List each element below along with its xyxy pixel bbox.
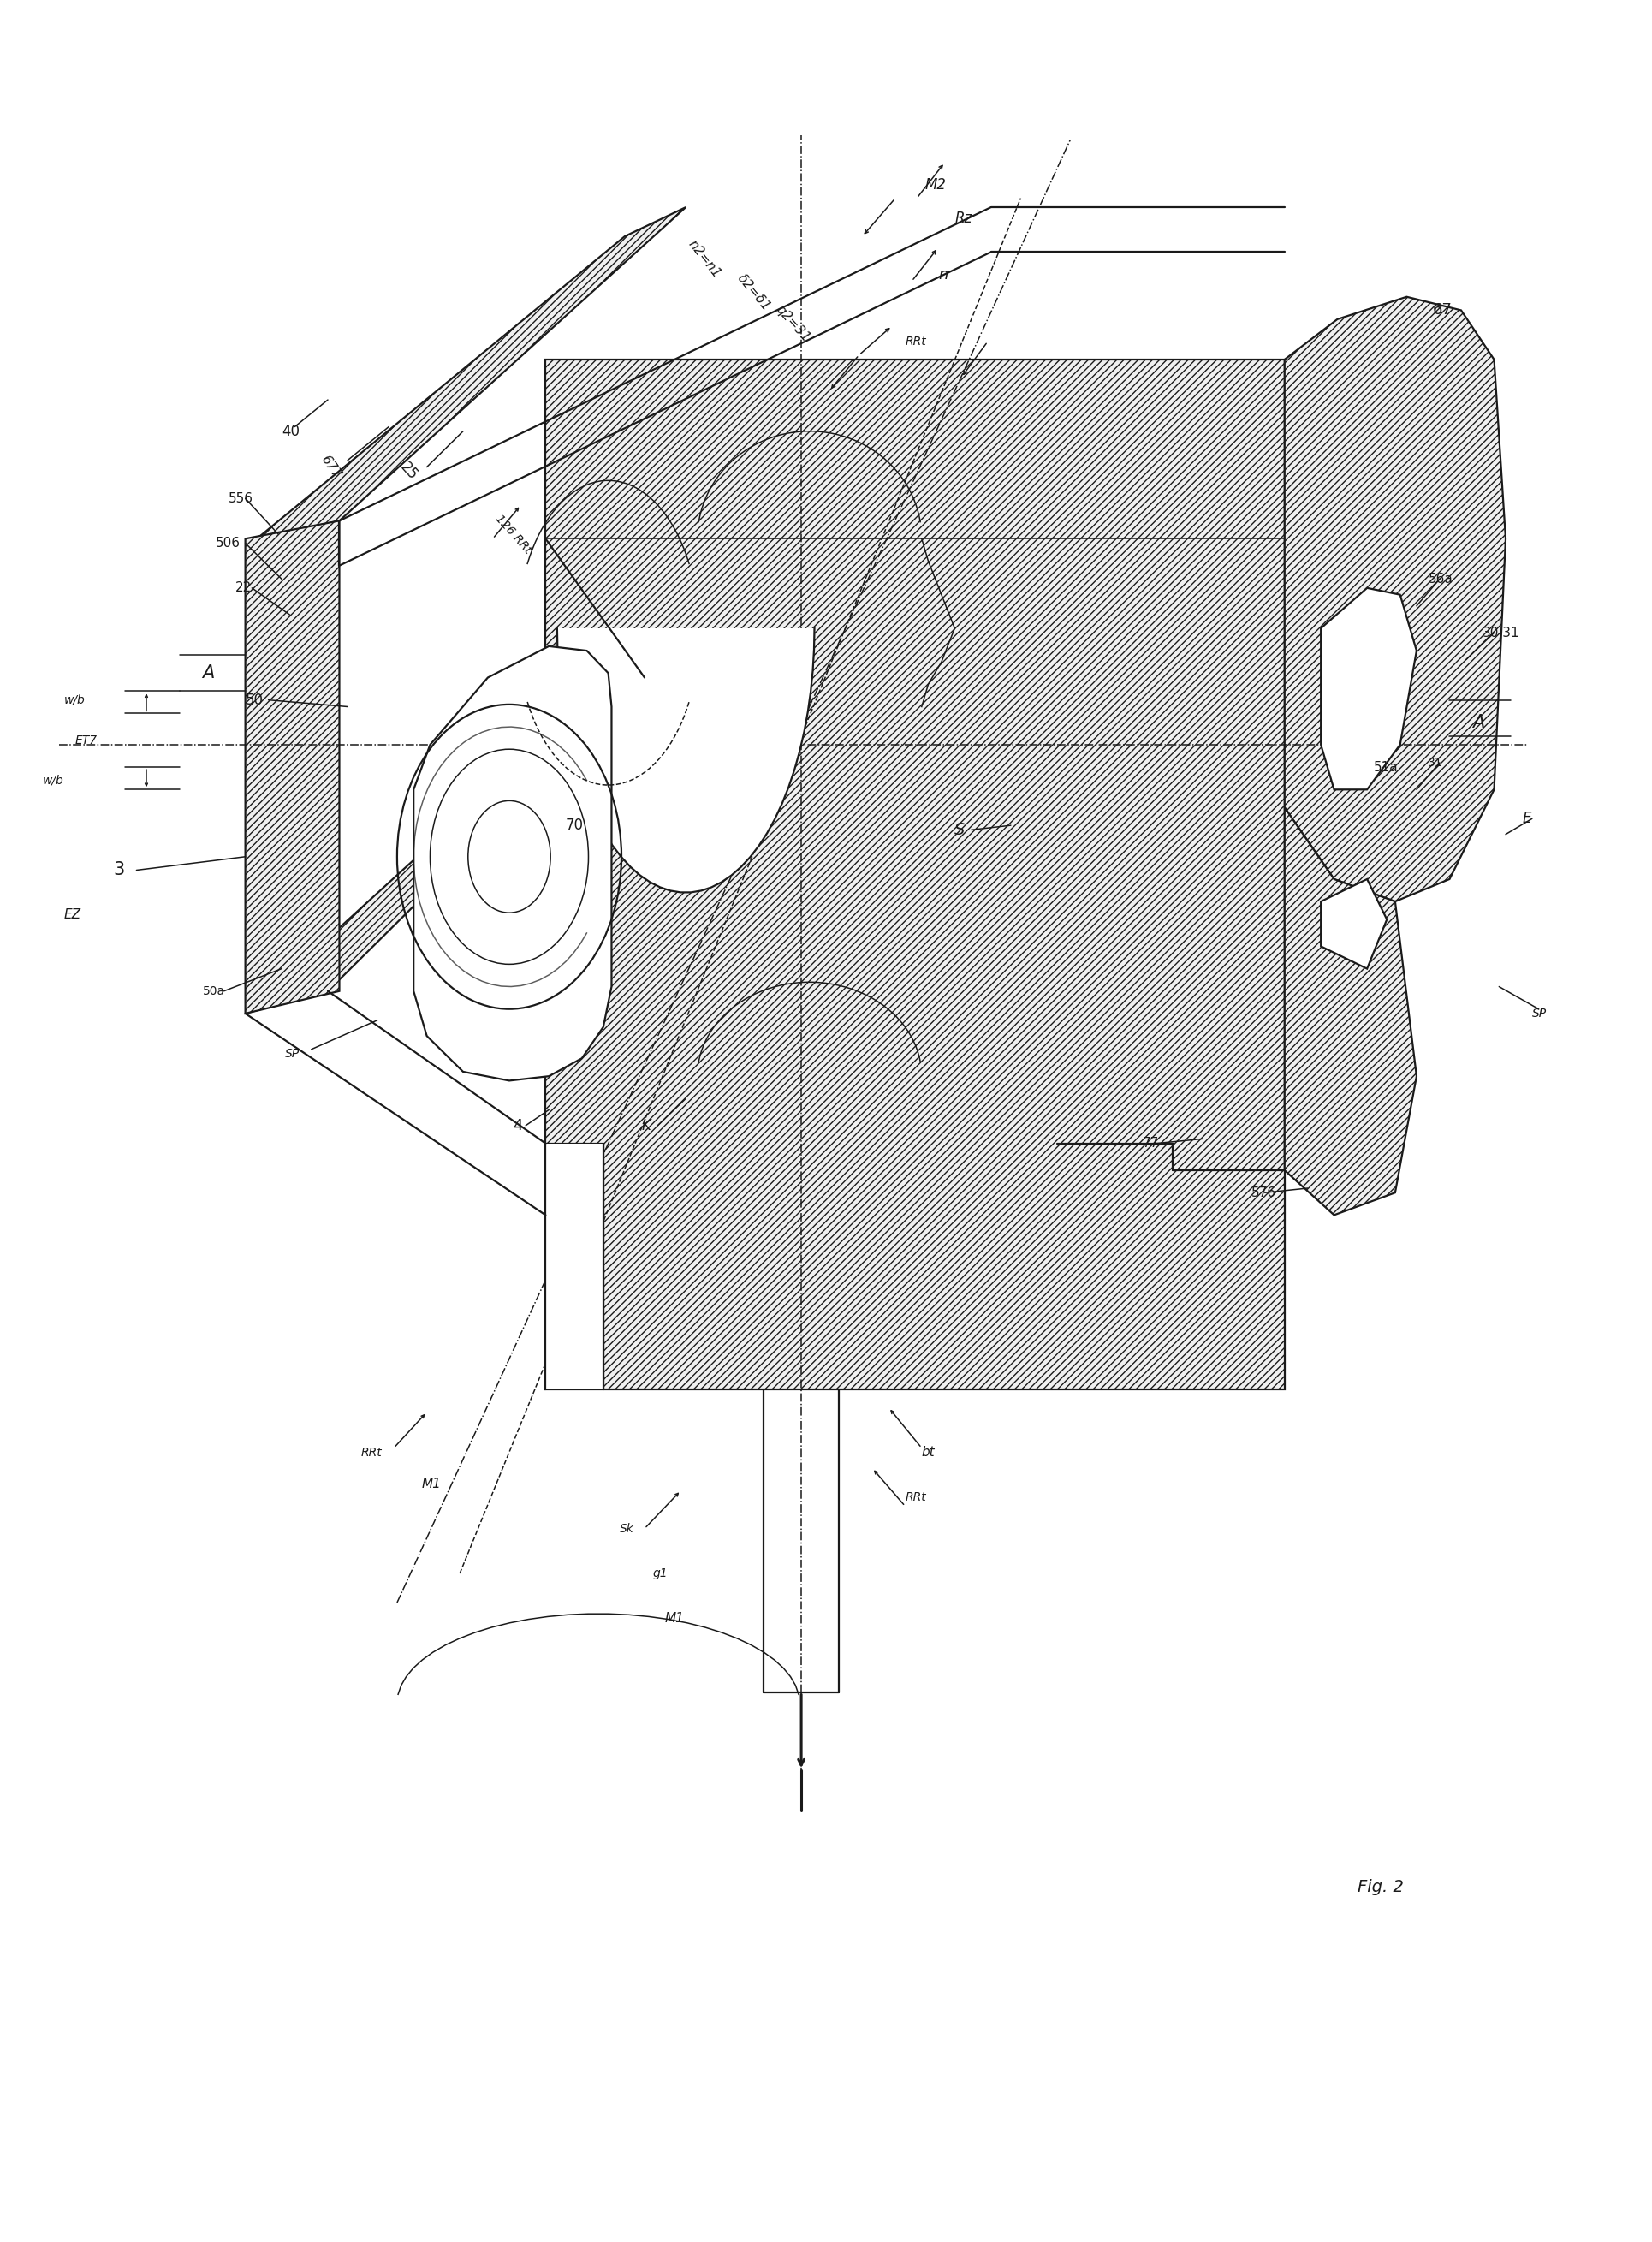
Polygon shape <box>256 206 686 538</box>
Text: 556: 556 <box>230 491 254 504</box>
Text: S: S <box>955 823 965 839</box>
Polygon shape <box>545 359 1285 1390</box>
Text: 77: 77 <box>1143 1137 1160 1150</box>
Polygon shape <box>246 677 644 1013</box>
Text: g1: g1 <box>653 1567 667 1578</box>
Text: bt: bt <box>922 1446 935 1460</box>
Polygon shape <box>1285 807 1416 1215</box>
Polygon shape <box>246 520 339 1013</box>
Polygon shape <box>1322 587 1416 789</box>
Polygon shape <box>545 628 814 892</box>
Text: 31: 31 <box>1427 756 1444 769</box>
Text: A: A <box>203 664 215 682</box>
Text: RRt: RRt <box>360 1446 382 1460</box>
Polygon shape <box>1322 879 1388 969</box>
Polygon shape <box>545 1143 603 1390</box>
Text: EZ: EZ <box>64 908 81 921</box>
Text: 70: 70 <box>565 818 583 834</box>
Text: Sk: Sk <box>620 1522 634 1534</box>
Text: 22: 22 <box>236 581 251 594</box>
Text: RRt: RRt <box>905 336 927 348</box>
Text: 30,31: 30,31 <box>1482 626 1520 639</box>
Text: RRt: RRt <box>905 1491 927 1502</box>
Text: M2: M2 <box>925 177 947 193</box>
Text: Fig. 2: Fig. 2 <box>1358 1879 1403 1894</box>
Text: Rz: Rz <box>955 211 971 226</box>
Text: 4: 4 <box>512 1119 522 1132</box>
Text: 51a: 51a <box>1374 760 1398 773</box>
Text: 50: 50 <box>246 693 263 708</box>
Text: ET7: ET7 <box>76 735 97 747</box>
Text: δ2=δ1: δ2=δ1 <box>735 271 773 314</box>
Text: 25: 25 <box>396 460 421 484</box>
Text: E: E <box>1521 812 1531 827</box>
Text: 576: 576 <box>1252 1186 1277 1199</box>
Text: M1: M1 <box>421 1477 441 1491</box>
Polygon shape <box>413 646 611 1081</box>
Polygon shape <box>1285 296 1505 901</box>
Text: 677: 677 <box>317 453 344 482</box>
Text: K: K <box>641 1119 651 1132</box>
Text: M1: M1 <box>664 1612 684 1625</box>
Text: 506: 506 <box>216 536 241 549</box>
Text: 67: 67 <box>1432 303 1452 318</box>
Text: n: n <box>938 267 948 282</box>
Text: 126 RRt: 126 RRt <box>492 513 534 556</box>
Text: q2=31: q2=31 <box>773 303 813 345</box>
Text: w/b: w/b <box>43 773 64 787</box>
Text: 50a: 50a <box>203 984 225 998</box>
Text: SP: SP <box>284 1047 299 1060</box>
Text: n2=n1: n2=n1 <box>686 238 724 280</box>
Text: 40: 40 <box>281 424 299 439</box>
Text: SP: SP <box>1531 1007 1546 1020</box>
Text: 56a: 56a <box>1427 572 1452 585</box>
Text: A: A <box>1472 713 1485 731</box>
Text: 3: 3 <box>114 861 124 879</box>
Text: w/b: w/b <box>64 695 84 706</box>
